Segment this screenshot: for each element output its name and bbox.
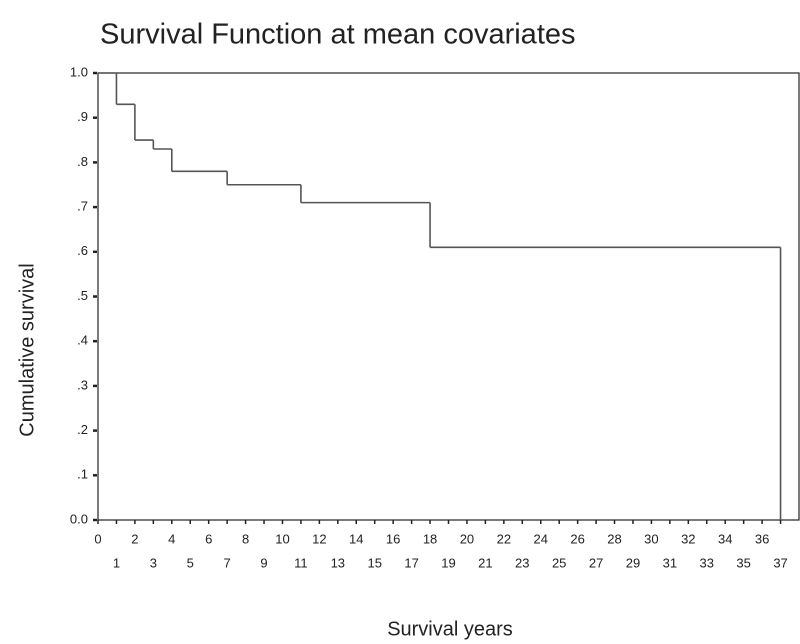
- x-tick-label: 9: [260, 555, 267, 570]
- x-tick-label: 5: [187, 555, 194, 570]
- x-tick-label: 33: [700, 555, 714, 570]
- x-tick-label: 18: [423, 531, 437, 546]
- x-tick-label: 7: [224, 555, 231, 570]
- y-tick-label: 0.0: [70, 511, 88, 526]
- x-tick-label: 32: [681, 531, 695, 546]
- y-tick-label: .8: [77, 154, 88, 169]
- x-tick-label: 3: [150, 555, 157, 570]
- y-axis-label: Cumulative survival: [16, 263, 38, 436]
- x-tick-label: 4: [168, 531, 175, 546]
- x-tick-label: 31: [663, 555, 677, 570]
- x-tick-label: 25: [552, 555, 566, 570]
- x-tick-label: 15: [367, 555, 381, 570]
- x-tick-label: 11: [294, 555, 308, 570]
- x-tick-label: 24: [534, 531, 548, 546]
- x-tick-label: 21: [478, 555, 492, 570]
- x-axis-label: Survival years: [387, 618, 513, 640]
- x-tick-label: 17: [404, 555, 418, 570]
- x-tick-label: 1: [113, 555, 120, 570]
- x-tick-label: 8: [242, 531, 249, 546]
- x-tick-label: 36: [755, 531, 769, 546]
- x-tick-label: 14: [349, 531, 363, 546]
- x-tick-label: 2: [131, 531, 138, 546]
- x-tick-label: 26: [570, 531, 584, 546]
- x-tick-label: 23: [515, 555, 529, 570]
- x-tick-label: 0: [94, 531, 101, 546]
- x-tick-label: 30: [644, 531, 658, 546]
- x-tick-label: 27: [589, 555, 603, 570]
- chart-title: Survival Function at mean covariates: [100, 19, 576, 51]
- y-tick-label: .2: [77, 422, 88, 437]
- plot-frame: [97, 72, 800, 521]
- y-tick-label: .9: [77, 109, 88, 124]
- x-tick-label: 19: [441, 555, 455, 570]
- y-tick-label: .5: [77, 288, 88, 303]
- y-tick-label: .6: [77, 243, 88, 258]
- x-tick-label: 6: [205, 531, 212, 546]
- x-tick-label: 37: [773, 555, 787, 570]
- y-tick-label: .3: [77, 377, 88, 392]
- x-tick-label: 16: [386, 531, 400, 546]
- x-tick-label: 28: [607, 531, 621, 546]
- y-tick-label: .1: [77, 467, 88, 482]
- y-tick-label: .7: [77, 199, 88, 214]
- x-tick-label: 22: [497, 531, 511, 546]
- x-tick-label: 35: [736, 555, 750, 570]
- x-tick-label: 12: [312, 531, 326, 546]
- x-tick-label: 29: [626, 555, 640, 570]
- x-tick-label: 13: [331, 555, 345, 570]
- x-tick-label: 34: [718, 531, 732, 546]
- x-tick-label: 20: [460, 531, 474, 546]
- x-tick-label: 10: [275, 531, 289, 546]
- y-tick-label: 1.0: [70, 64, 88, 79]
- y-tick-label: .4: [77, 333, 88, 348]
